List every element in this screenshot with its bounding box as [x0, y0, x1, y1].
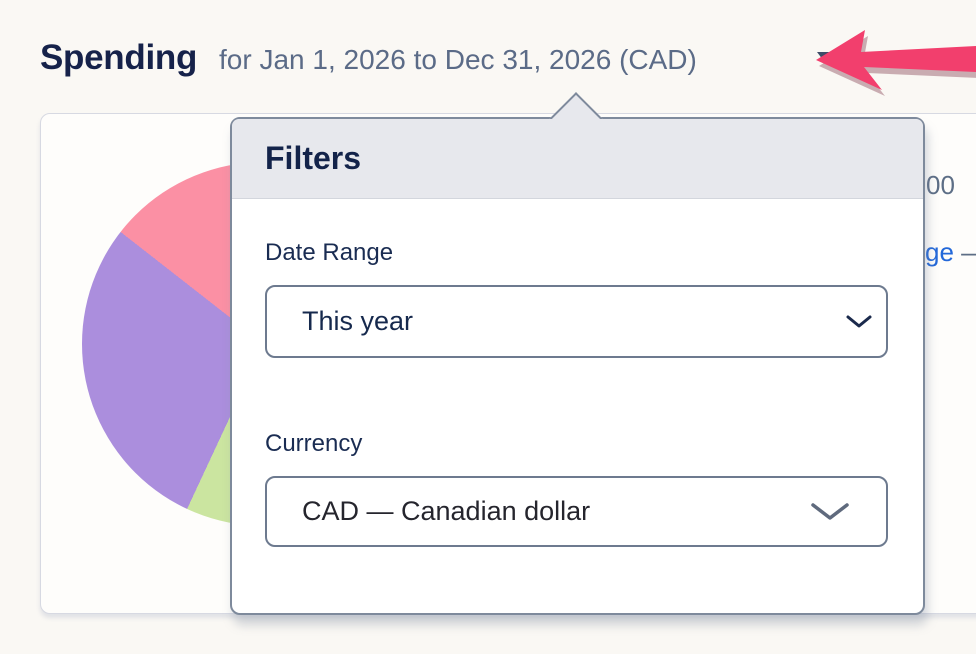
link-fragment[interactable]: ge: [925, 237, 954, 267]
currency-label: Currency: [265, 430, 363, 457]
popover-header: Filters: [232, 119, 923, 199]
page-title: Spending: [40, 38, 198, 77]
date-range-select[interactable]: This year: [265, 285, 888, 358]
chevron-down-icon: [846, 315, 872, 327]
filters-popover: Filters Date Range This year Currency CA…: [230, 92, 925, 615]
date-range-value: This year: [302, 306, 414, 336]
currency-value: CAD — Canadian dollar: [302, 496, 591, 526]
link-fragment-line: ge —: [925, 237, 976, 268]
popover-body: Date Range This year Currency CAD — Cana…: [232, 199, 923, 547]
popover-title: Filters: [265, 140, 362, 176]
date-range-field: Date Range This year: [265, 239, 889, 358]
currency-select[interactable]: CAD — Canadian dollar: [265, 476, 888, 547]
chevron-down-icon: [811, 502, 849, 520]
page-header: Spending for Jan 1, 2026 to Dec 31, 2026…: [40, 38, 697, 78]
annotation-arrow-icon: [816, 30, 976, 96]
amount-fragment: 00: [926, 170, 955, 200]
dash-fragment: —: [954, 237, 976, 267]
date-range-summary[interactable]: for Jan 1, 2026 to Dec 31, 2026 (CAD): [219, 44, 697, 75]
currency-field: Currency CAD — Canadian dollar: [265, 430, 889, 547]
date-range-label: Date Range: [265, 239, 394, 266]
